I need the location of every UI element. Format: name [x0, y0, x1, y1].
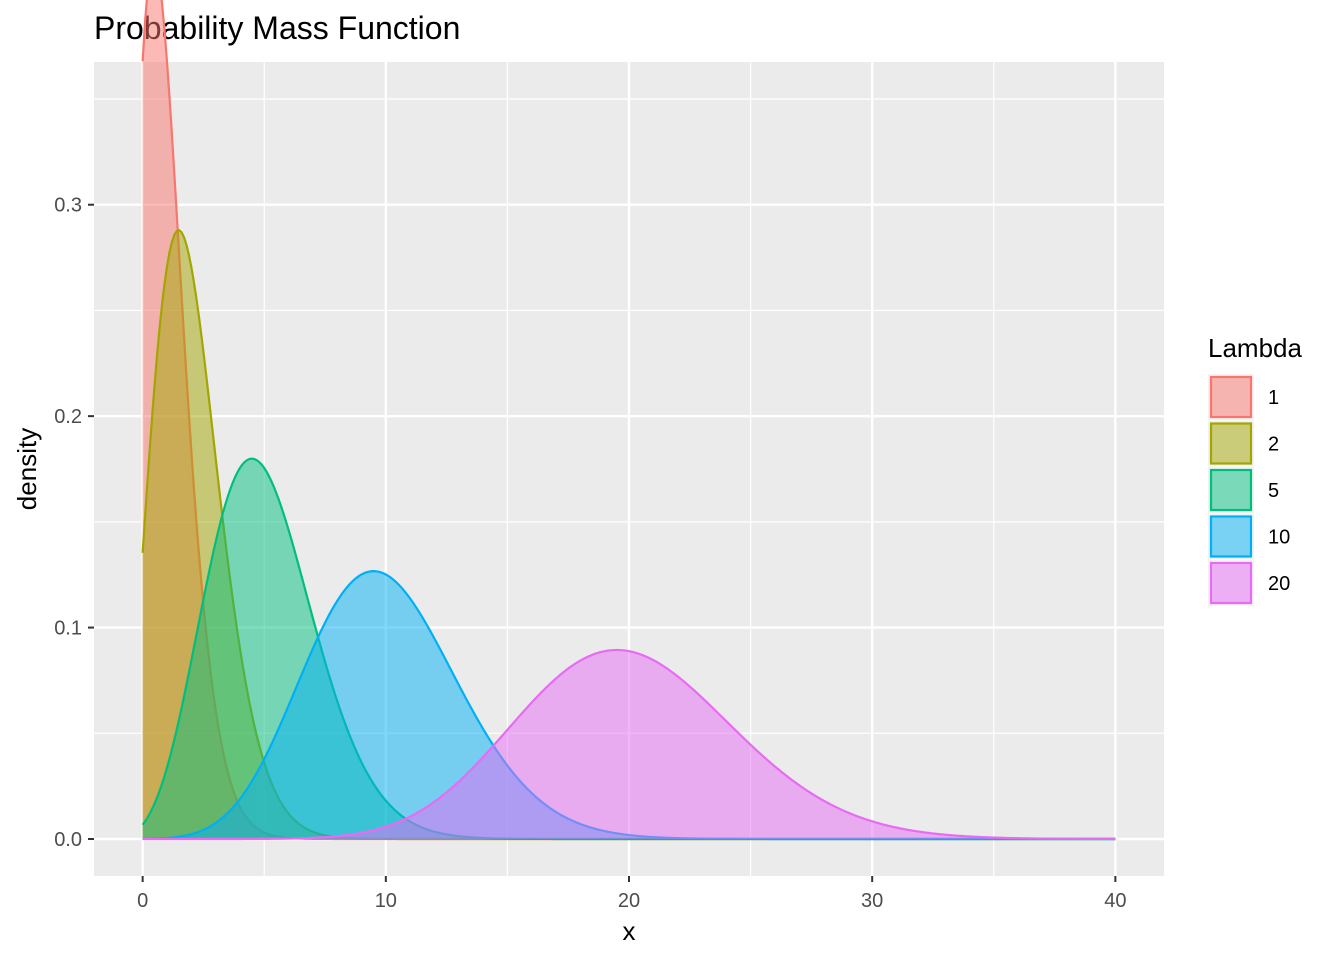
- legend-label: 5: [1268, 480, 1279, 502]
- y-axis: 0.0 0.1 0.2 0.3: [54, 195, 94, 851]
- legend: Lambda 1 2 5 10 20: [1208, 333, 1302, 606]
- legend-label: 10: [1268, 527, 1290, 549]
- legend-key-1: [1209, 375, 1253, 419]
- series-area-lambda-20: [142, 650, 1116, 839]
- x-axis: 0 10 20 30 40: [137, 876, 1126, 912]
- x-axis-title: x: [623, 916, 636, 946]
- x-tick-label: 10: [375, 890, 397, 912]
- x-tick-label: 20: [618, 890, 640, 912]
- series-layer: [141, 0, 1116, 841]
- legend-label: 1: [1268, 387, 1279, 409]
- x-tick-label: 40: [1104, 890, 1126, 912]
- y-axis-title: density: [12, 428, 42, 510]
- y-tick-label: 0.1: [54, 618, 82, 640]
- y-tick-label: 0.2: [54, 406, 82, 428]
- legend-title: Lambda: [1208, 333, 1302, 363]
- legend-key-2: [1209, 422, 1253, 465]
- y-tick-label: 0.0: [54, 829, 82, 851]
- legend-key-10: [1209, 515, 1253, 558]
- legend-key-5: [1209, 468, 1253, 512]
- x-tick-label: 0: [137, 890, 148, 912]
- legend-label: 20: [1268, 573, 1290, 595]
- y-tick-label: 0.3: [54, 195, 82, 217]
- legend-key-20: [1209, 561, 1253, 605]
- series-line-lambda-20: [142, 648, 1116, 841]
- legend-label: 2: [1268, 434, 1279, 456]
- series-area-lambda-10: [142, 571, 1116, 839]
- x-tick-label: 30: [861, 890, 883, 912]
